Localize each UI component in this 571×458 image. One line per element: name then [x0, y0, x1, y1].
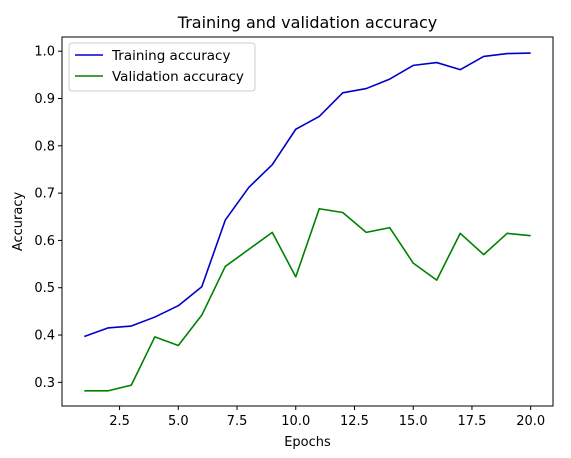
- x-tick-label: 2.5: [109, 414, 130, 429]
- x-tick-label: 5.0: [168, 414, 189, 429]
- x-axis: 2.5 5.0 7.5 10.0 12.5 15.0 17.5 20.0: [109, 406, 545, 429]
- y-tick-label: 0.5: [34, 281, 55, 296]
- y-tick-label: 1.0: [34, 45, 55, 60]
- legend-label-0: Training accuracy: [111, 48, 230, 64]
- y-tick-label: 0.7: [34, 187, 55, 202]
- y-tick-label: 0.8: [34, 139, 55, 154]
- plot-frame: [61, 36, 554, 407]
- x-tick-label: 7.5: [227, 414, 248, 429]
- x-axis-label: Epochs: [284, 435, 331, 450]
- x-tick-label: 17.5: [457, 414, 486, 429]
- chart-title: Training and validation accuracy: [177, 13, 437, 32]
- legend: Training accuracy Validation accuracy: [68, 42, 256, 92]
- x-tick-label: 10.0: [281, 414, 310, 429]
- y-tick-label: 0.3: [34, 376, 55, 391]
- x-tick-label: 20.0: [516, 414, 545, 429]
- y-axis-label: Accuracy: [11, 192, 26, 252]
- legend-label-1: Validation accuracy: [112, 69, 244, 85]
- x-tick-label: 15.0: [399, 414, 428, 429]
- series-line-0: [84, 52, 531, 338]
- y-tick-label: 0.6: [34, 234, 55, 249]
- series-lines: [84, 52, 531, 392]
- y-tick-label: 0.4: [34, 329, 55, 344]
- y-axis: 0.3 0.4 0.5 0.6 0.7 0.8 0.9 1.0: [34, 45, 62, 391]
- series-line-1: [84, 207, 531, 392]
- x-tick-label: 12.5: [340, 414, 369, 429]
- y-tick-label: 0.9: [34, 92, 55, 107]
- legend-box: [68, 42, 256, 92]
